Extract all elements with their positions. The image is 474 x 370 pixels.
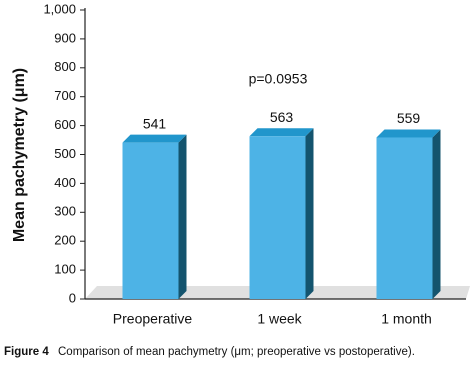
y-tick-label: 300	[54, 204, 76, 219]
bar	[376, 137, 433, 299]
bar-top	[376, 129, 441, 138]
y-tick-label: 600	[54, 117, 76, 132]
y-tick-label: 1,000	[43, 1, 76, 16]
y-tick-label: 0	[69, 290, 76, 305]
caption-label: Figure 4	[4, 346, 49, 358]
caption-text: Comparison of mean pachymetry (μm; preop…	[58, 346, 415, 358]
bar	[122, 142, 179, 299]
y-tick-label: 500	[54, 146, 76, 161]
value-label: 563	[270, 109, 294, 125]
value-label: 559	[397, 110, 421, 126]
y-tick-label: 200	[54, 233, 76, 248]
y-tick-label: 100	[54, 262, 76, 277]
annotation: p=0.0953	[249, 71, 308, 87]
bar-side	[305, 128, 314, 299]
value-label: 541	[143, 115, 167, 131]
x-tick-label: Preoperative	[113, 311, 193, 327]
x-tick-label: 1 month	[381, 311, 432, 327]
y-tick-label: 900	[54, 30, 76, 45]
bar	[249, 136, 306, 299]
bar-side	[178, 134, 187, 299]
bar-side	[432, 129, 441, 299]
y-axis-title: Mean pachymetry (μm)	[11, 68, 28, 242]
bar-top	[249, 128, 314, 137]
y-tick-label: 400	[54, 175, 76, 190]
bar-top	[122, 134, 187, 143]
y-tick-label: 800	[54, 59, 76, 74]
x-tick-label: 1 week	[257, 311, 302, 327]
y-tick-label: 700	[54, 88, 76, 103]
